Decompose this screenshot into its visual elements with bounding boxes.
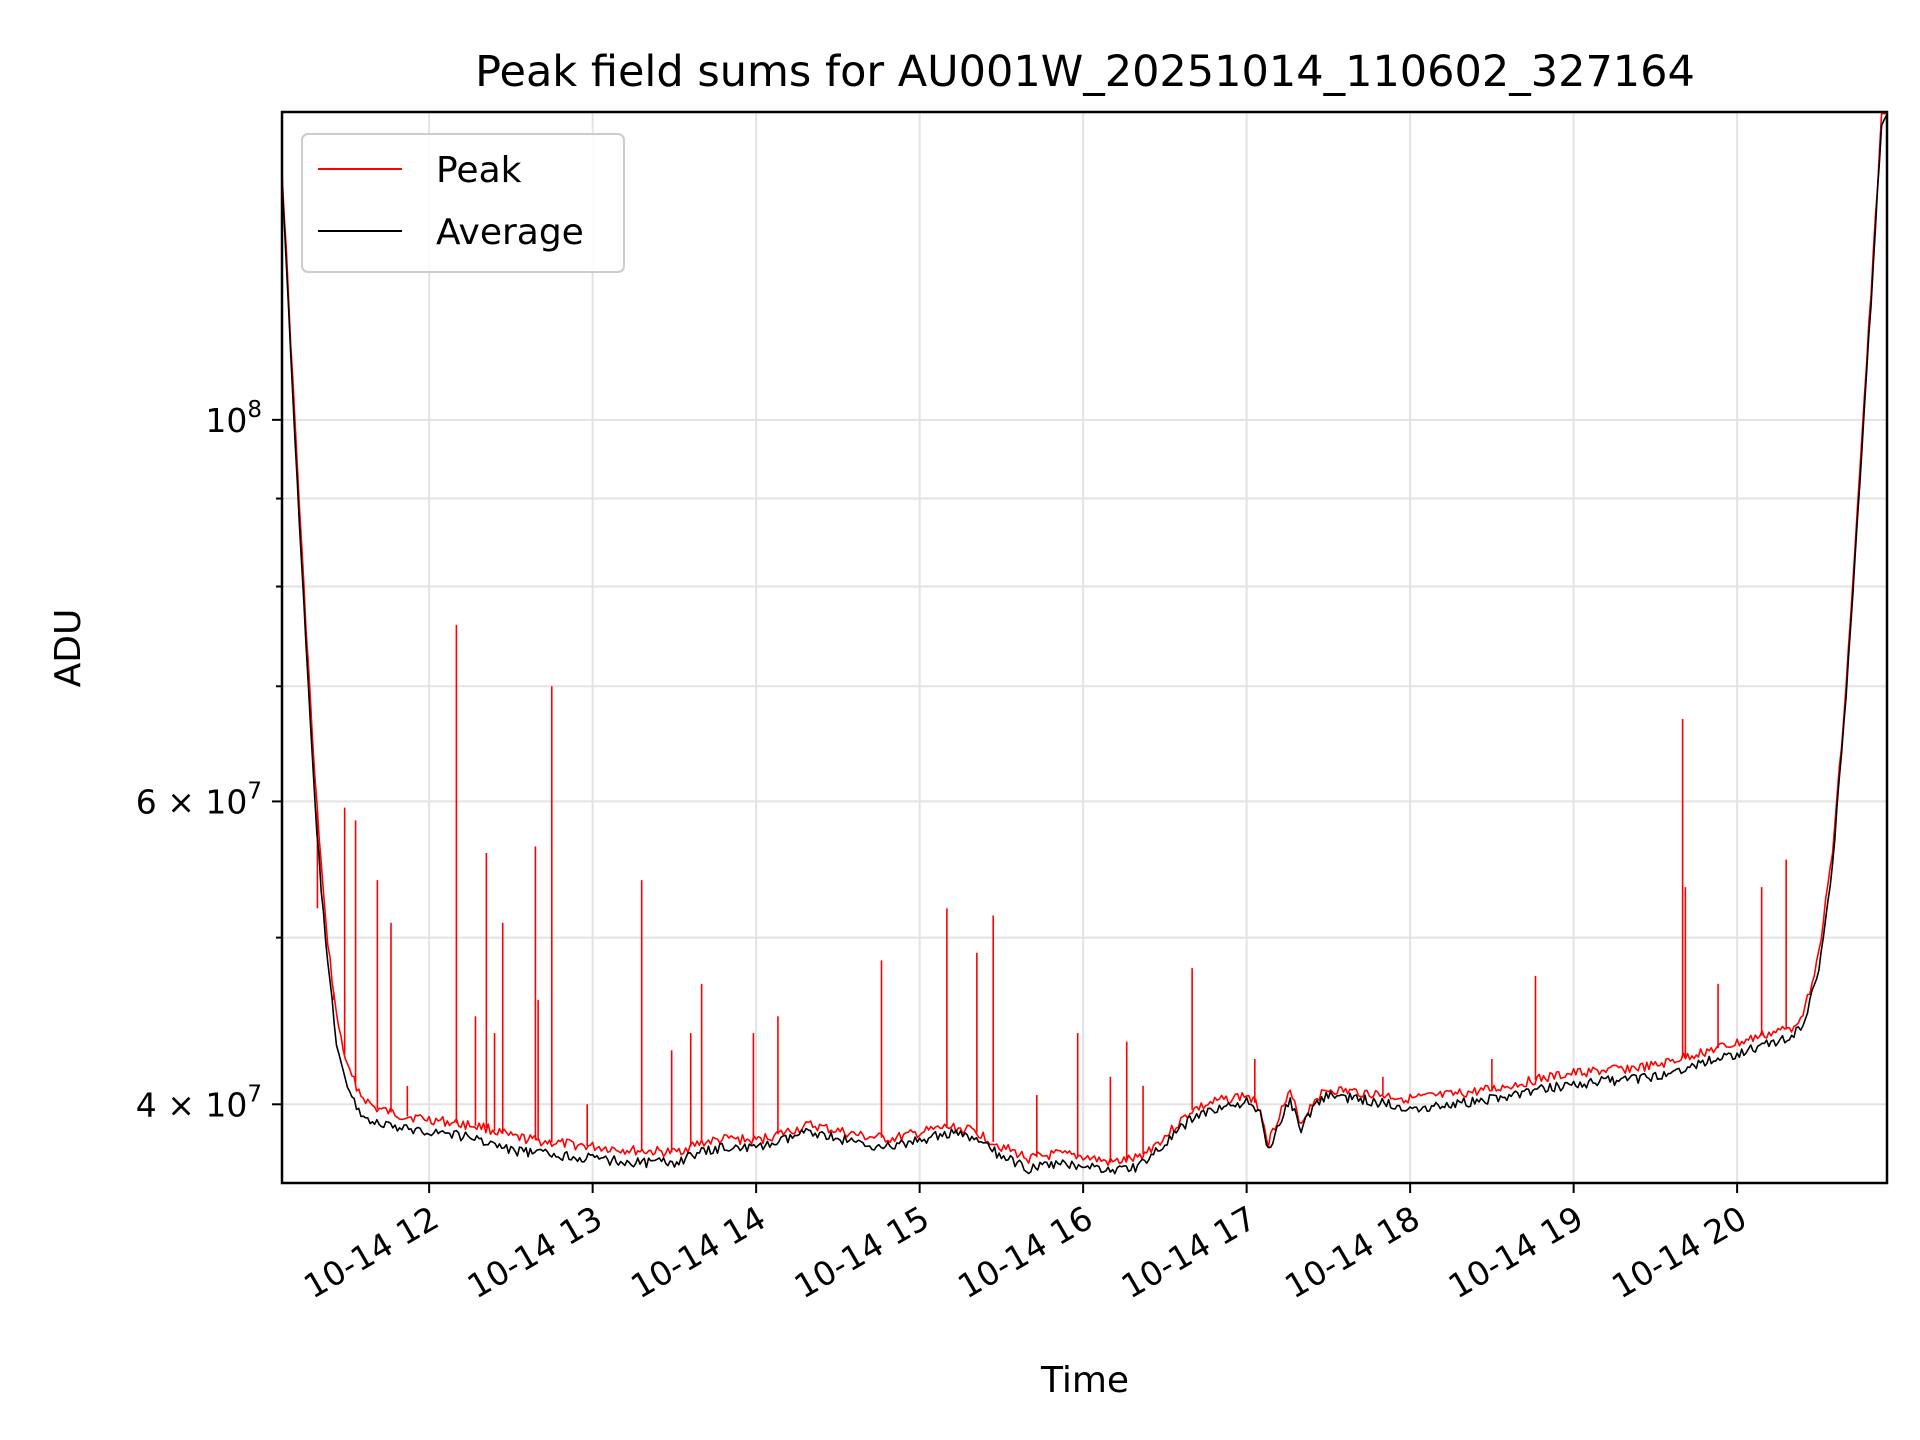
legend: Peak Average [301,133,625,273]
legend-label-average: Average [436,212,584,253]
series-layer [281,111,1888,1175]
series-line-peak [281,111,1888,1166]
chart-title: Peak field sums for AU001W_20251014_1106… [475,47,1695,97]
grid-layer [282,112,1887,1183]
y-tick-label: 4 × 107 [136,1081,262,1124]
y-axis-label: ADU [48,609,89,688]
x-axis-label: Time [1040,1360,1129,1401]
y-tick-label: 6 × 107 [136,778,262,821]
legend-label-peak: Peak [436,150,522,191]
series-line-average [281,114,1888,1175]
plot-frame [280,110,1889,1185]
